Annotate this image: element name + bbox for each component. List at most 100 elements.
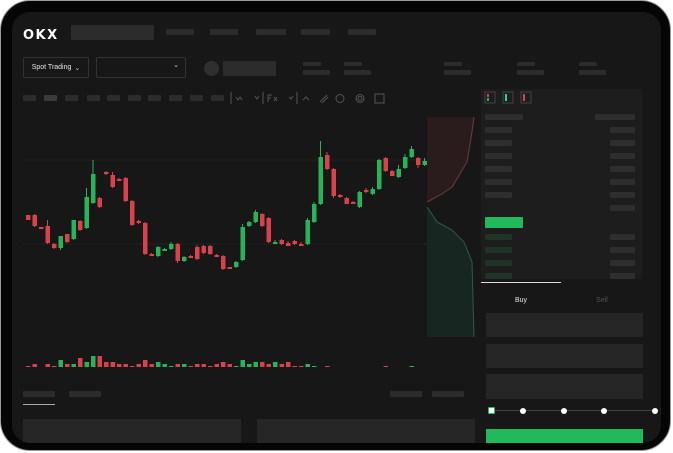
volume-bar: [201, 364, 206, 367]
volume-bar: [45, 364, 50, 367]
chevron-down-icon[interactable]: [254, 95, 260, 100]
slider-stop[interactable]: [652, 408, 658, 414]
volume-bar: [299, 366, 304, 367]
volume-bar: [162, 364, 167, 367]
ask-amount: [610, 205, 635, 211]
chevron-down-icon: ⌄: [173, 62, 179, 69]
volume-bar: [143, 360, 148, 367]
nav-item-1[interactable]: [166, 29, 194, 35]
candlestick-chart[interactable]: [12, 97, 482, 367]
pair-selector[interactable]: ⌄: [96, 57, 186, 78]
timeframe-button[interactable]: [211, 95, 224, 101]
candle-body: [156, 247, 161, 256]
coin-icon: [204, 61, 219, 76]
search-bar[interactable]: [71, 25, 154, 40]
view-asks-icon[interactable]: [520, 91, 532, 104]
volume-bar: [26, 366, 31, 367]
bid-depth-line: [426, 206, 475, 338]
bid-price: [485, 273, 512, 279]
timeframe-button[interactable]: [107, 95, 120, 101]
timeframe-button[interactable]: [23, 95, 36, 101]
bid-amount: [610, 247, 635, 253]
ruler-icon[interactable]: [319, 94, 329, 104]
ask-price: [485, 153, 512, 159]
price-input[interactable]: [486, 313, 643, 337]
nav-item-4[interactable]: [301, 29, 330, 35]
timeframe-button[interactable]: [128, 95, 141, 101]
nav-item-5[interactable]: [348, 29, 376, 35]
candle-body: [65, 234, 70, 242]
volume-bar: [78, 358, 83, 367]
volume-bar: [266, 364, 271, 367]
candle-body: [390, 171, 395, 176]
view-both-icon[interactable]: [484, 91, 496, 104]
bid-depth-area: [427, 207, 474, 337]
volume-bar: [383, 366, 388, 367]
indicator-icon[interactable]: [235, 96, 243, 101]
fx-icon[interactable]: [267, 94, 278, 102]
candle-body: [279, 240, 284, 244]
volume-bar: [110, 362, 115, 367]
volume-bar: [169, 366, 174, 367]
volume-bar: [123, 364, 128, 367]
volume-bar: [130, 366, 135, 367]
tab-sell[interactable]: Sell: [561, 282, 643, 304]
nav-item-3[interactable]: [256, 29, 286, 35]
chart-tools: [230, 92, 385, 104]
trading-screen: OKX Spot Trading ⌄ ⌄: [12, 12, 661, 443]
ask-price: [485, 166, 512, 172]
spot-trading-label: Spot Trading: [31, 64, 72, 71]
candle-body: [325, 155, 330, 169]
slider-handle[interactable]: [488, 407, 495, 414]
volume-bar: [58, 360, 63, 367]
check-icon[interactable]: [288, 95, 294, 100]
tab-order-history[interactable]: [69, 391, 101, 397]
ask-price: [485, 192, 512, 198]
settings-icon[interactable]: [355, 94, 365, 103]
timeframe-button[interactable]: [87, 95, 100, 101]
nav-item-2[interactable]: [210, 29, 238, 35]
stat-value-5: [579, 70, 606, 75]
slider-stop[interactable]: [520, 408, 526, 414]
candle-body: [195, 247, 200, 259]
candle-body: [416, 158, 421, 165]
timeframe-button[interactable]: [65, 95, 78, 101]
filter-button-1[interactable]: [390, 391, 422, 397]
candle-body: [208, 246, 213, 254]
slider-stop[interactable]: [561, 408, 567, 414]
tab-buy[interactable]: Buy: [481, 282, 561, 304]
total-input[interactable]: [486, 374, 643, 399]
stat-label-2: [344, 62, 362, 66]
volume-bar: [65, 364, 70, 367]
header-amount: [595, 114, 635, 120]
timeframe-button[interactable]: [44, 95, 57, 101]
volume-bar: [208, 366, 213, 367]
tab-open-orders[interactable]: [23, 391, 55, 397]
volume-bar: [104, 362, 109, 367]
slider-stop[interactable]: [601, 408, 607, 414]
okx-logo[interactable]: OKX: [23, 26, 65, 42]
timeframe-button[interactable]: [169, 95, 182, 101]
candle-body: [234, 262, 239, 267]
spot-trading-dropdown[interactable]: Spot Trading ⌄: [23, 57, 89, 78]
candle-body: [318, 157, 323, 204]
candle-body: [32, 215, 37, 226]
bid-price: [485, 260, 512, 266]
fullscreen-icon[interactable]: [374, 93, 385, 104]
chevron-down-icon: ⌄: [74, 64, 81, 72]
amount-input[interactable]: [486, 344, 643, 368]
candle-body: [227, 267, 232, 269]
view-bids-icon[interactable]: [502, 91, 514, 104]
order-book: [481, 89, 642, 279]
line-tool-icon[interactable]: [302, 96, 310, 101]
buy-submit-button[interactable]: [486, 429, 643, 443]
timeframe-button[interactable]: [190, 95, 203, 101]
bid-amount: [610, 234, 635, 240]
candle-body: [52, 244, 57, 248]
leverage-slider[interactable]: [488, 406, 658, 416]
camera-icon[interactable]: [335, 94, 345, 103]
book-view-toggles[interactable]: [484, 91, 544, 105]
filter-button-2[interactable]: [432, 391, 464, 397]
timeframe-button[interactable]: [148, 95, 161, 101]
candle-body: [143, 223, 148, 254]
